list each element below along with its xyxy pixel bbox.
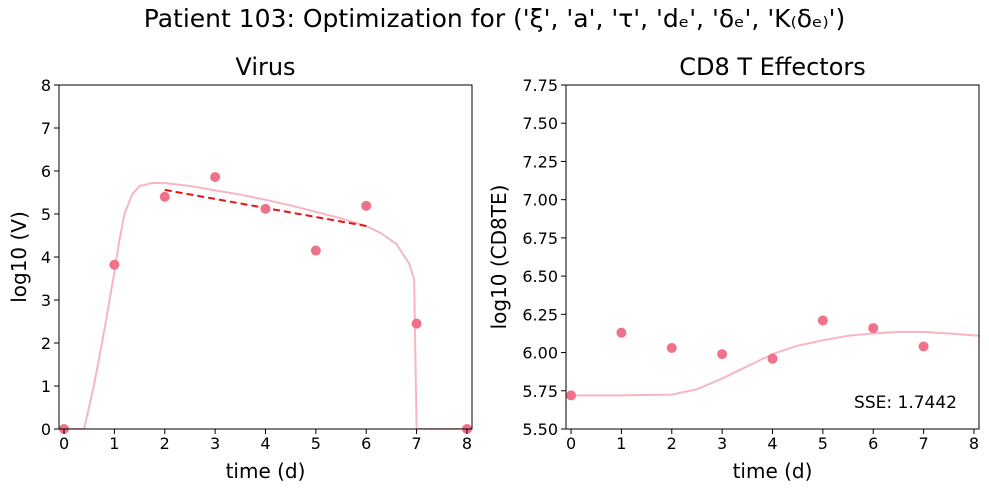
virus-y-tick-label: 3 — [41, 291, 51, 310]
cd8-panel: CD8 T Effectors 0 1 2 3 4 5 6 7 8 5.50 5.75 6.00 6.… — [487, 53, 980, 483]
cd8-data-point — [566, 390, 577, 401]
cd8-data-point — [767, 353, 778, 364]
cd8-x-tick-label: 7 — [919, 434, 929, 453]
virus-panel: Virus 0 1 2 3 4 5 6 7 8 0 1 2 3 4 5 6 7 8 time (d) log10… — [7, 53, 473, 483]
cd8-y-tick-label: 5.75 — [522, 382, 558, 401]
virus-x-tick-label: 0 — [59, 434, 69, 453]
virus-data-point — [260, 203, 271, 214]
virus-x-tick-label: 8 — [462, 434, 472, 453]
virus-x-tick-label: 2 — [160, 434, 170, 453]
virus-x-tick-label: 7 — [412, 434, 422, 453]
virus-x-tick-label: 1 — [109, 434, 119, 453]
sse-annotation: SSE: 1.7442 — [854, 393, 957, 413]
virus-x-tick-label: 4 — [260, 434, 270, 453]
cd8-data-point — [717, 349, 728, 360]
cd8-x-axis-label: time (d) — [733, 459, 813, 483]
virus-data-point — [159, 191, 170, 202]
cd8-y-tick-label: 7.75 — [522, 76, 558, 95]
cd8-y-axis-label: log10 (CD8TE) — [487, 185, 511, 330]
virus-data-point — [109, 259, 120, 270]
virus-y-tick-label: 0 — [41, 420, 51, 439]
cd8-y-tick-label: 7.25 — [522, 152, 558, 171]
virus-y-tick-label: 5 — [41, 205, 51, 224]
cd8-model-curve — [571, 330, 979, 397]
cd8-y-tick-label: 6.75 — [522, 229, 558, 248]
virus-y-tick-label: 1 — [41, 377, 51, 396]
cd8-y-tick-label: 6.50 — [522, 267, 558, 286]
virus-y-tick-label: 6 — [41, 162, 51, 181]
virus-x-tick-label: 3 — [210, 434, 220, 453]
cd8-x-tick-label: 1 — [616, 434, 626, 453]
cd8-y-tick-label: 6.00 — [522, 344, 558, 363]
figure-title: Patient 103: Optimization for ('ξ', 'a',… — [143, 4, 846, 33]
cd8-x-tick-label: 2 — [667, 434, 677, 453]
virus-points-layer — [59, 172, 472, 434]
virus-y-ticks: 0 1 2 3 4 5 6 7 8 — [41, 76, 59, 439]
cd8-data-point — [616, 327, 627, 338]
virus-model-curve — [64, 182, 472, 429]
cd8-y-tick-label: 7.50 — [522, 114, 558, 133]
virus-panel-title: Virus — [235, 53, 295, 81]
virus-data-point — [361, 200, 372, 211]
cd8-x-ticks: 0 1 2 3 4 5 6 7 8 — [566, 429, 979, 453]
cd8-y-tick-label: 5.50 — [522, 420, 558, 439]
virus-y-tick-label: 4 — [41, 248, 51, 267]
cd8-x-tick-label: 4 — [767, 434, 777, 453]
cd8-data-point — [817, 315, 828, 326]
cd8-points-layer — [566, 315, 929, 401]
virus-data-point — [411, 318, 422, 329]
cd8-x-tick-label: 0 — [566, 434, 576, 453]
virus-x-ticks: 0 1 2 3 4 5 6 7 8 — [59, 429, 472, 453]
cd8-y-ticks: 5.50 5.75 6.00 6.25 6.50 6.75 7.00 7.25 7.50 7.75 — [522, 76, 566, 439]
cd8-panel-title: CD8 T Effectors — [679, 53, 866, 81]
virus-x-tick-label: 5 — [311, 434, 321, 453]
virus-plot-frame — [58, 84, 473, 430]
cd8-y-tick-label: 6.25 — [522, 305, 558, 324]
virus-y-tick-label: 2 — [41, 334, 51, 353]
cd8-data-point — [666, 342, 677, 353]
virus-data-point — [310, 245, 321, 256]
virus-y-tick-label: 7 — [41, 119, 51, 138]
virus-y-tick-label: 8 — [41, 76, 51, 95]
cd8-data-point — [868, 323, 879, 334]
cd8-y-tick-label: 7.00 — [522, 191, 558, 210]
cd8-plot-frame — [565, 84, 980, 430]
virus-model-layer — [64, 182, 472, 429]
virus-data-point — [210, 172, 221, 183]
cd8-x-tick-label: 8 — [969, 434, 979, 453]
cd8-x-tick-label: 3 — [717, 434, 727, 453]
cd8-x-tick-label: 5 — [818, 434, 828, 453]
virus-x-axis-label: time (d) — [226, 459, 306, 483]
cd8-x-tick-label: 6 — [868, 434, 878, 453]
cd8-model-layer — [571, 330, 979, 397]
virus-y-axis-label: log10 (V) — [7, 211, 31, 303]
cd8-data-point — [918, 341, 929, 352]
virus-x-tick-label: 6 — [361, 434, 371, 453]
